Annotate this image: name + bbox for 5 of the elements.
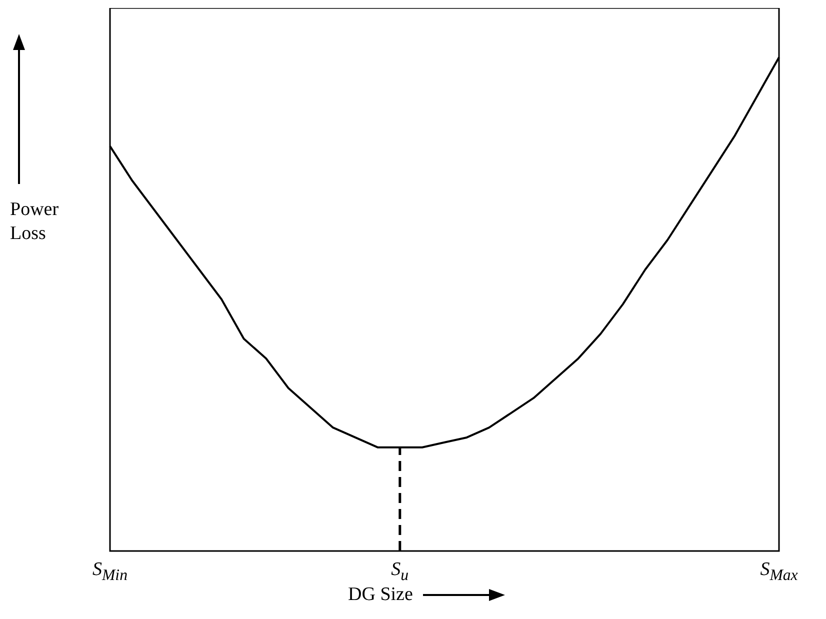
x-axis-title: DG Size [348,584,413,606]
x-tick-label: S$_{u}$ [391,559,409,585]
y-axis-title: Power Loss [10,198,60,246]
x-tick-label: S$_{Max}$ [760,559,798,585]
x-tick-label: S$_{Min}$ [92,559,128,585]
